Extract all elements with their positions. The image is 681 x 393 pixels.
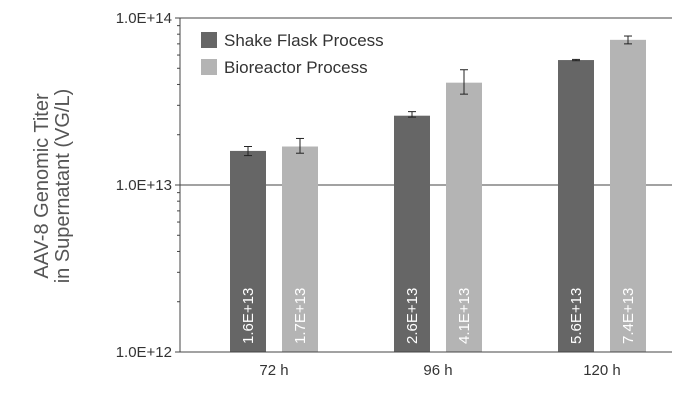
bar-value-label: 2.6E+13 bbox=[404, 288, 421, 344]
bar-shake-flask bbox=[230, 150, 266, 352]
x-tick-label: 72 h bbox=[259, 362, 288, 379]
bar-bioreactor bbox=[282, 146, 318, 352]
y-axis-label: AAV-8 Genomic Titer in Supernatant (VG/L… bbox=[31, 89, 74, 284]
legend-swatch bbox=[201, 59, 217, 75]
y-axis-ticks: 1.0E+12 1.0E+13 1.0E+14 bbox=[116, 10, 180, 361]
bar-bioreactor bbox=[610, 39, 646, 352]
y-axis-label-line2: in Supernatant (VG/L) bbox=[52, 89, 74, 284]
y-tick-label: 1.0E+14 bbox=[116, 10, 172, 27]
x-axis-ticks: 72 h 96 h 120 h bbox=[259, 362, 620, 379]
bar-value-label: 1.6E+13 bbox=[240, 288, 257, 344]
bar-value-label: 7.4E+13 bbox=[620, 288, 637, 344]
bars: 1.6E+13 1.7E+13 2.6E+13 4.1E+13 5.6E+13 7.4E+… bbox=[230, 35, 646, 352]
bar-value-label: 5.6E+13 bbox=[568, 288, 585, 344]
bar-value-label: 4.1E+13 bbox=[456, 288, 473, 344]
y-tick-label: 1.0E+13 bbox=[116, 177, 172, 194]
bar-shake-flask bbox=[558, 60, 594, 352]
y-tick-label: 1.0E+12 bbox=[116, 344, 172, 361]
legend-label: Bioreactor Process bbox=[224, 58, 368, 77]
x-tick-label: 96 h bbox=[423, 362, 452, 379]
y-axis-label-line1: AAV-8 Genomic Titer bbox=[31, 93, 53, 279]
legend-label: Shake Flask Process bbox=[224, 31, 384, 50]
x-tick-label: 120 h bbox=[583, 362, 621, 379]
legend: Shake Flask Process Bioreactor Process bbox=[201, 31, 384, 77]
bar-bioreactor bbox=[446, 82, 482, 352]
bar-shake-flask bbox=[394, 115, 430, 352]
bar-value-label: 1.7E+13 bbox=[292, 288, 309, 344]
legend-swatch bbox=[201, 32, 217, 48]
